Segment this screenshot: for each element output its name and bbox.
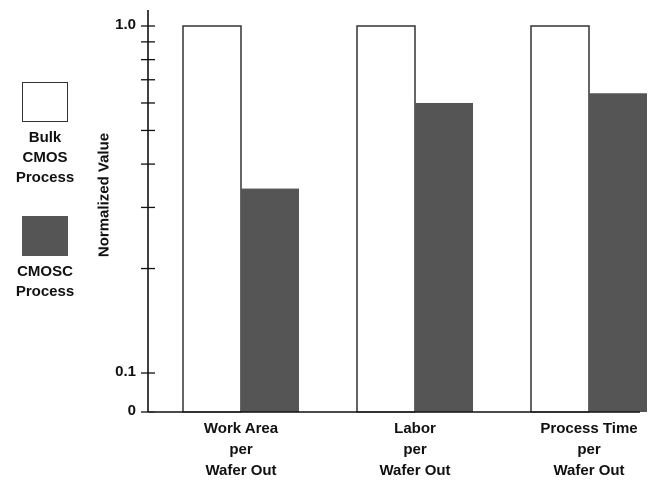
legend-swatch-bulk-cmos (22, 82, 68, 122)
y-axis (141, 10, 640, 413)
legend-label-cmosc: CMOSC Process (15, 263, 75, 300)
bar-bulk-cmos (356, 25, 416, 413)
y-tick-label: 0 (127, 402, 136, 419)
y-tick-label: 1.0 (115, 16, 136, 33)
bar-cmosc (241, 188, 299, 412)
legend-swatch-cmosc (22, 216, 68, 256)
x-tick-label: Labor per Wafer Out (379, 420, 451, 479)
bar-bulk-cmos (530, 25, 590, 413)
bar-bulk-cmos (182, 25, 242, 413)
bar-cmosc (415, 102, 473, 413)
legend-label-bulk-cmos: Bulk CMOS Process (15, 129, 75, 186)
bar-cmosc (589, 93, 647, 412)
x-tick-label: Work Area per Wafer Out (203, 420, 279, 479)
y-tick-label: 0.1 (115, 363, 136, 380)
bars-group (182, 25, 647, 413)
y-axis-label: Normalized Value (95, 132, 113, 258)
x-tick-label: Process Time per Wafer Out (540, 420, 638, 479)
